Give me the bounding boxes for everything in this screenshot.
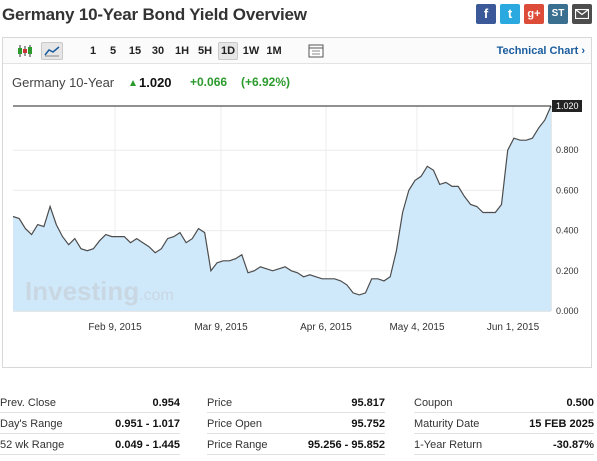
stat-row: Price 95.817 — [207, 393, 385, 413]
stat-row: 1-Year Return -30.87% — [414, 435, 594, 455]
price-change: +0.066 — [190, 75, 228, 89]
yield-chart[interactable]: Investing.com 0.0000.2000.4000.6000.800 … — [3, 96, 591, 336]
stat-row: Maturity Date 15 FEB 2025 — [414, 414, 594, 434]
x-tick-label: May 4, 2015 — [389, 322, 444, 333]
twitter-share-button[interactable]: t — [500, 4, 520, 24]
stat-value: 0.049 - 1.445 — [115, 439, 180, 451]
price-change-percent: (+6.92%) — [241, 75, 291, 89]
y-tick-label: 0.400 — [556, 226, 579, 236]
y-tick-label: 0.000 — [556, 306, 579, 316]
stat-value: 95.752 — [351, 418, 385, 430]
stat-value: 95.256 - 95.852 — [307, 439, 385, 451]
stat-label: Day's Range — [0, 418, 63, 430]
stat-row: Price Open 95.752 — [207, 414, 385, 434]
timeframe-1d[interactable]: 1D — [218, 42, 238, 60]
stat-row: 52 wk Range 0.049 - 1.445 — [0, 435, 180, 455]
last-value-label: 1.020 — [556, 101, 579, 111]
stat-label: 52 wk Range — [0, 439, 65, 451]
stat-row: Price Range 95.256 - 95.852 — [207, 435, 385, 455]
chart-panel: 1 5 15 30 1H 5H 1D 1W 1M Technical Chart… — [2, 37, 592, 368]
chart-settings-icon — [308, 44, 324, 58]
x-tick-label: Jun 1, 2015 — [487, 322, 540, 333]
y-tick-label: 0.200 — [556, 266, 579, 276]
instrument-name: Germany 10-Year — [12, 75, 115, 90]
stocktwits-share-button[interactable]: ST — [548, 4, 568, 24]
mail-icon — [575, 9, 589, 19]
stat-value: 95.817 — [351, 397, 385, 409]
timeframe-15[interactable]: 15 — [128, 45, 142, 57]
stat-label: Price — [207, 397, 233, 409]
x-tick-label: Feb 9, 2015 — [88, 322, 142, 333]
timeframe-1m[interactable]: 1M — [266, 45, 282, 57]
timeframe-1h[interactable]: 1H — [174, 45, 190, 57]
x-tick-label: Apr 6, 2015 — [300, 322, 352, 333]
chart-settings-button[interactable] — [306, 42, 326, 60]
timeframe-1[interactable]: 1 — [89, 45, 97, 57]
stats-panel: Prev. Close 0.954 Day's Range 0.951 - 1.01… — [0, 393, 597, 461]
stat-label: Prev. Close — [0, 397, 57, 409]
arrow-up-icon — [130, 80, 136, 86]
watermark-suffix: .com — [139, 287, 174, 304]
page-title: Germany 10-Year Bond Yield Overview — [2, 5, 307, 24]
chart-toolbar: 1 5 15 30 1H 5H 1D 1W 1M Technical Chart… — [3, 38, 591, 64]
email-share-button[interactable] — [572, 4, 592, 24]
stat-value: 15 FEB 2025 — [529, 418, 594, 430]
stat-value: 0.954 — [152, 397, 180, 409]
stat-row: Prev. Close 0.954 — [0, 393, 180, 413]
candlestick-icon — [18, 45, 32, 57]
yield-area — [13, 106, 551, 311]
stat-label: Coupon — [414, 397, 453, 409]
timeframe-30[interactable]: 30 — [151, 45, 165, 57]
last-value-box — [552, 100, 582, 112]
yield-line — [12, 105, 552, 296]
area-chart-button[interactable] — [41, 42, 63, 60]
x-tick-label: Mar 9, 2015 — [194, 322, 248, 333]
stat-label: Price Range — [207, 439, 268, 451]
candlestick-chart-button[interactable] — [15, 42, 35, 60]
stat-label: 1-Year Return — [414, 439, 483, 451]
stat-row: Coupon 0.500 — [414, 393, 594, 413]
stat-label: Maturity Date — [414, 418, 480, 430]
stat-row: Day's Range 0.951 - 1.017 — [0, 414, 180, 434]
area-chart-icon — [44, 46, 60, 57]
last-price: 1.020 — [139, 75, 172, 90]
googleplus-share-button[interactable]: g+ — [524, 4, 544, 24]
timeframe-1w[interactable]: 1W — [242, 45, 260, 57]
timeframe-5h[interactable]: 5H — [197, 45, 213, 57]
stat-value: -30.87% — [553, 439, 594, 451]
stat-value: 0.500 — [566, 397, 594, 409]
facebook-share-button[interactable]: f — [476, 4, 496, 24]
y-tick-label: 0.800 — [556, 145, 579, 155]
stat-value: 0.951 - 1.017 — [115, 418, 180, 430]
stat-label: Price Open — [207, 418, 263, 430]
timeframe-5[interactable]: 5 — [109, 45, 117, 57]
technical-chart-link[interactable]: Technical Chart › — [496, 45, 585, 57]
y-tick-label: 0.600 — [556, 185, 579, 195]
